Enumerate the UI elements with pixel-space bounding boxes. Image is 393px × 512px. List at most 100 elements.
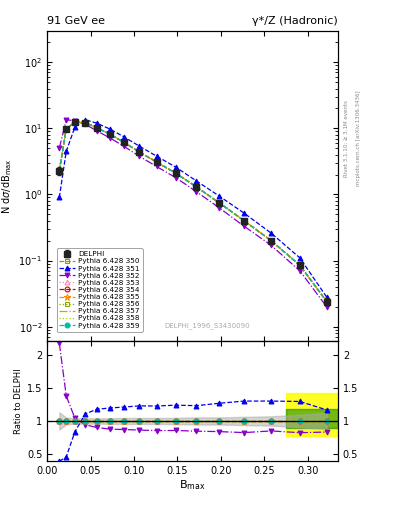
Pythia 6.428 351 [64, 148, 69, 154]
Pythia 6.428 350 [83, 120, 88, 126]
Line: Pythia 6.428 356: Pythia 6.428 356 [57, 119, 329, 304]
Pythia 6.428 356 [269, 238, 274, 244]
Pythia 6.428 358 [83, 120, 88, 126]
Pythia 6.428 357 [217, 200, 221, 206]
Pythia 6.428 356 [217, 200, 221, 206]
Pythia 6.428 354 [137, 149, 141, 155]
Line: Pythia 6.428 359: Pythia 6.428 359 [57, 119, 329, 304]
Pythia 6.428 355 [324, 298, 329, 305]
Pythia 6.428 354 [324, 298, 329, 305]
Pythia 6.428 357 [64, 126, 69, 132]
Y-axis label: N d$\sigma$/dB$_{\rm max}$: N d$\sigma$/dB$_{\rm max}$ [0, 158, 14, 214]
Pythia 6.428 357 [121, 139, 126, 145]
Pythia 6.428 350 [57, 167, 62, 174]
Pythia 6.428 353 [107, 131, 112, 137]
Line: Pythia 6.428 354: Pythia 6.428 354 [57, 119, 329, 304]
Pythia 6.428 351 [73, 124, 77, 130]
Pythia 6.428 353 [154, 159, 159, 165]
Pythia 6.428 358 [57, 167, 62, 174]
Pythia 6.428 355 [94, 125, 99, 131]
Pythia 6.428 350 [269, 238, 274, 244]
Pythia 6.428 356 [324, 298, 329, 305]
Pythia 6.428 351 [242, 210, 246, 216]
Pythia 6.428 350 [137, 149, 141, 155]
Pythia 6.428 359 [217, 200, 221, 206]
Pythia 6.428 352 [64, 117, 69, 123]
Pythia 6.428 357 [269, 238, 274, 244]
Pythia 6.428 359 [83, 120, 88, 126]
Pythia 6.428 352 [83, 121, 88, 127]
Pythia 6.428 355 [121, 139, 126, 145]
Pythia 6.428 354 [94, 125, 99, 131]
Line: Pythia 6.428 352: Pythia 6.428 352 [57, 117, 329, 309]
Pythia 6.428 357 [137, 149, 141, 155]
Pythia 6.428 359 [94, 125, 99, 131]
Pythia 6.428 353 [94, 125, 99, 131]
Pythia 6.428 352 [154, 163, 159, 169]
Pythia 6.428 358 [298, 262, 302, 268]
Pythia 6.428 355 [298, 262, 302, 268]
Pythia 6.428 350 [298, 262, 302, 268]
Text: Rivet 3.1.10; ≥ 3.1M events: Rivet 3.1.10; ≥ 3.1M events [344, 100, 349, 177]
Pythia 6.428 358 [324, 298, 329, 305]
Pythia 6.428 359 [173, 170, 178, 176]
Pythia 6.428 350 [324, 298, 329, 305]
Pythia 6.428 352 [94, 127, 99, 134]
Pythia 6.428 350 [107, 131, 112, 137]
Line: Pythia 6.428 353: Pythia 6.428 353 [57, 119, 329, 304]
Pythia 6.428 357 [107, 131, 112, 137]
Pythia 6.428 352 [298, 268, 302, 274]
Pythia 6.428 355 [217, 200, 221, 206]
Pythia 6.428 351 [173, 164, 178, 170]
Pythia 6.428 355 [194, 184, 199, 190]
Pythia 6.428 352 [137, 153, 141, 159]
Pythia 6.428 354 [217, 200, 221, 206]
Pythia 6.428 356 [83, 120, 88, 126]
Pythia 6.428 354 [64, 126, 69, 132]
Pythia 6.428 350 [64, 126, 69, 132]
Pythia 6.428 353 [73, 119, 77, 125]
Pythia 6.428 358 [121, 139, 126, 145]
Pythia 6.428 351 [324, 294, 329, 300]
Pythia 6.428 356 [121, 139, 126, 145]
Pythia 6.428 352 [173, 175, 178, 181]
Pythia 6.428 351 [94, 120, 99, 126]
X-axis label: B$_{\rm max}$: B$_{\rm max}$ [179, 478, 206, 492]
Pythia 6.428 356 [57, 167, 62, 174]
Pythia 6.428 351 [57, 195, 62, 201]
Pythia 6.428 358 [217, 200, 221, 206]
Pythia 6.428 353 [173, 170, 178, 176]
Pythia 6.428 350 [154, 159, 159, 165]
Pythia 6.428 350 [173, 170, 178, 176]
Pythia 6.428 353 [64, 126, 69, 132]
Pythia 6.428 356 [137, 149, 141, 155]
Pythia 6.428 355 [173, 170, 178, 176]
Pythia 6.428 351 [217, 193, 221, 199]
Pythia 6.428 352 [57, 145, 62, 152]
Pythia 6.428 354 [242, 218, 246, 224]
Pythia 6.428 352 [73, 118, 77, 124]
Text: mcplots.cern.ch [arXiv:1306.3436]: mcplots.cern.ch [arXiv:1306.3436] [356, 91, 361, 186]
Pythia 6.428 357 [194, 184, 199, 190]
Line: Pythia 6.428 350: Pythia 6.428 350 [57, 119, 329, 304]
Pythia 6.428 351 [154, 153, 159, 159]
Pythia 6.428 352 [121, 143, 126, 149]
Pythia 6.428 356 [64, 126, 69, 132]
Pythia 6.428 351 [107, 126, 112, 132]
Pythia 6.428 356 [94, 125, 99, 131]
Y-axis label: Ratio to DELPHI: Ratio to DELPHI [14, 368, 23, 434]
Pythia 6.428 355 [107, 131, 112, 137]
Pythia 6.428 356 [73, 119, 77, 125]
Pythia 6.428 358 [154, 159, 159, 165]
Pythia 6.428 358 [137, 149, 141, 155]
Pythia 6.428 353 [298, 262, 302, 268]
Text: 91 GeV ee: 91 GeV ee [47, 16, 105, 26]
Pythia 6.428 351 [137, 143, 141, 149]
Pythia 6.428 352 [324, 304, 329, 310]
Pythia 6.428 355 [154, 159, 159, 165]
Pythia 6.428 358 [242, 218, 246, 224]
Line: Pythia 6.428 351: Pythia 6.428 351 [57, 117, 329, 300]
Pythia 6.428 357 [298, 262, 302, 268]
Pythia 6.428 359 [121, 139, 126, 145]
Pythia 6.428 354 [173, 170, 178, 176]
